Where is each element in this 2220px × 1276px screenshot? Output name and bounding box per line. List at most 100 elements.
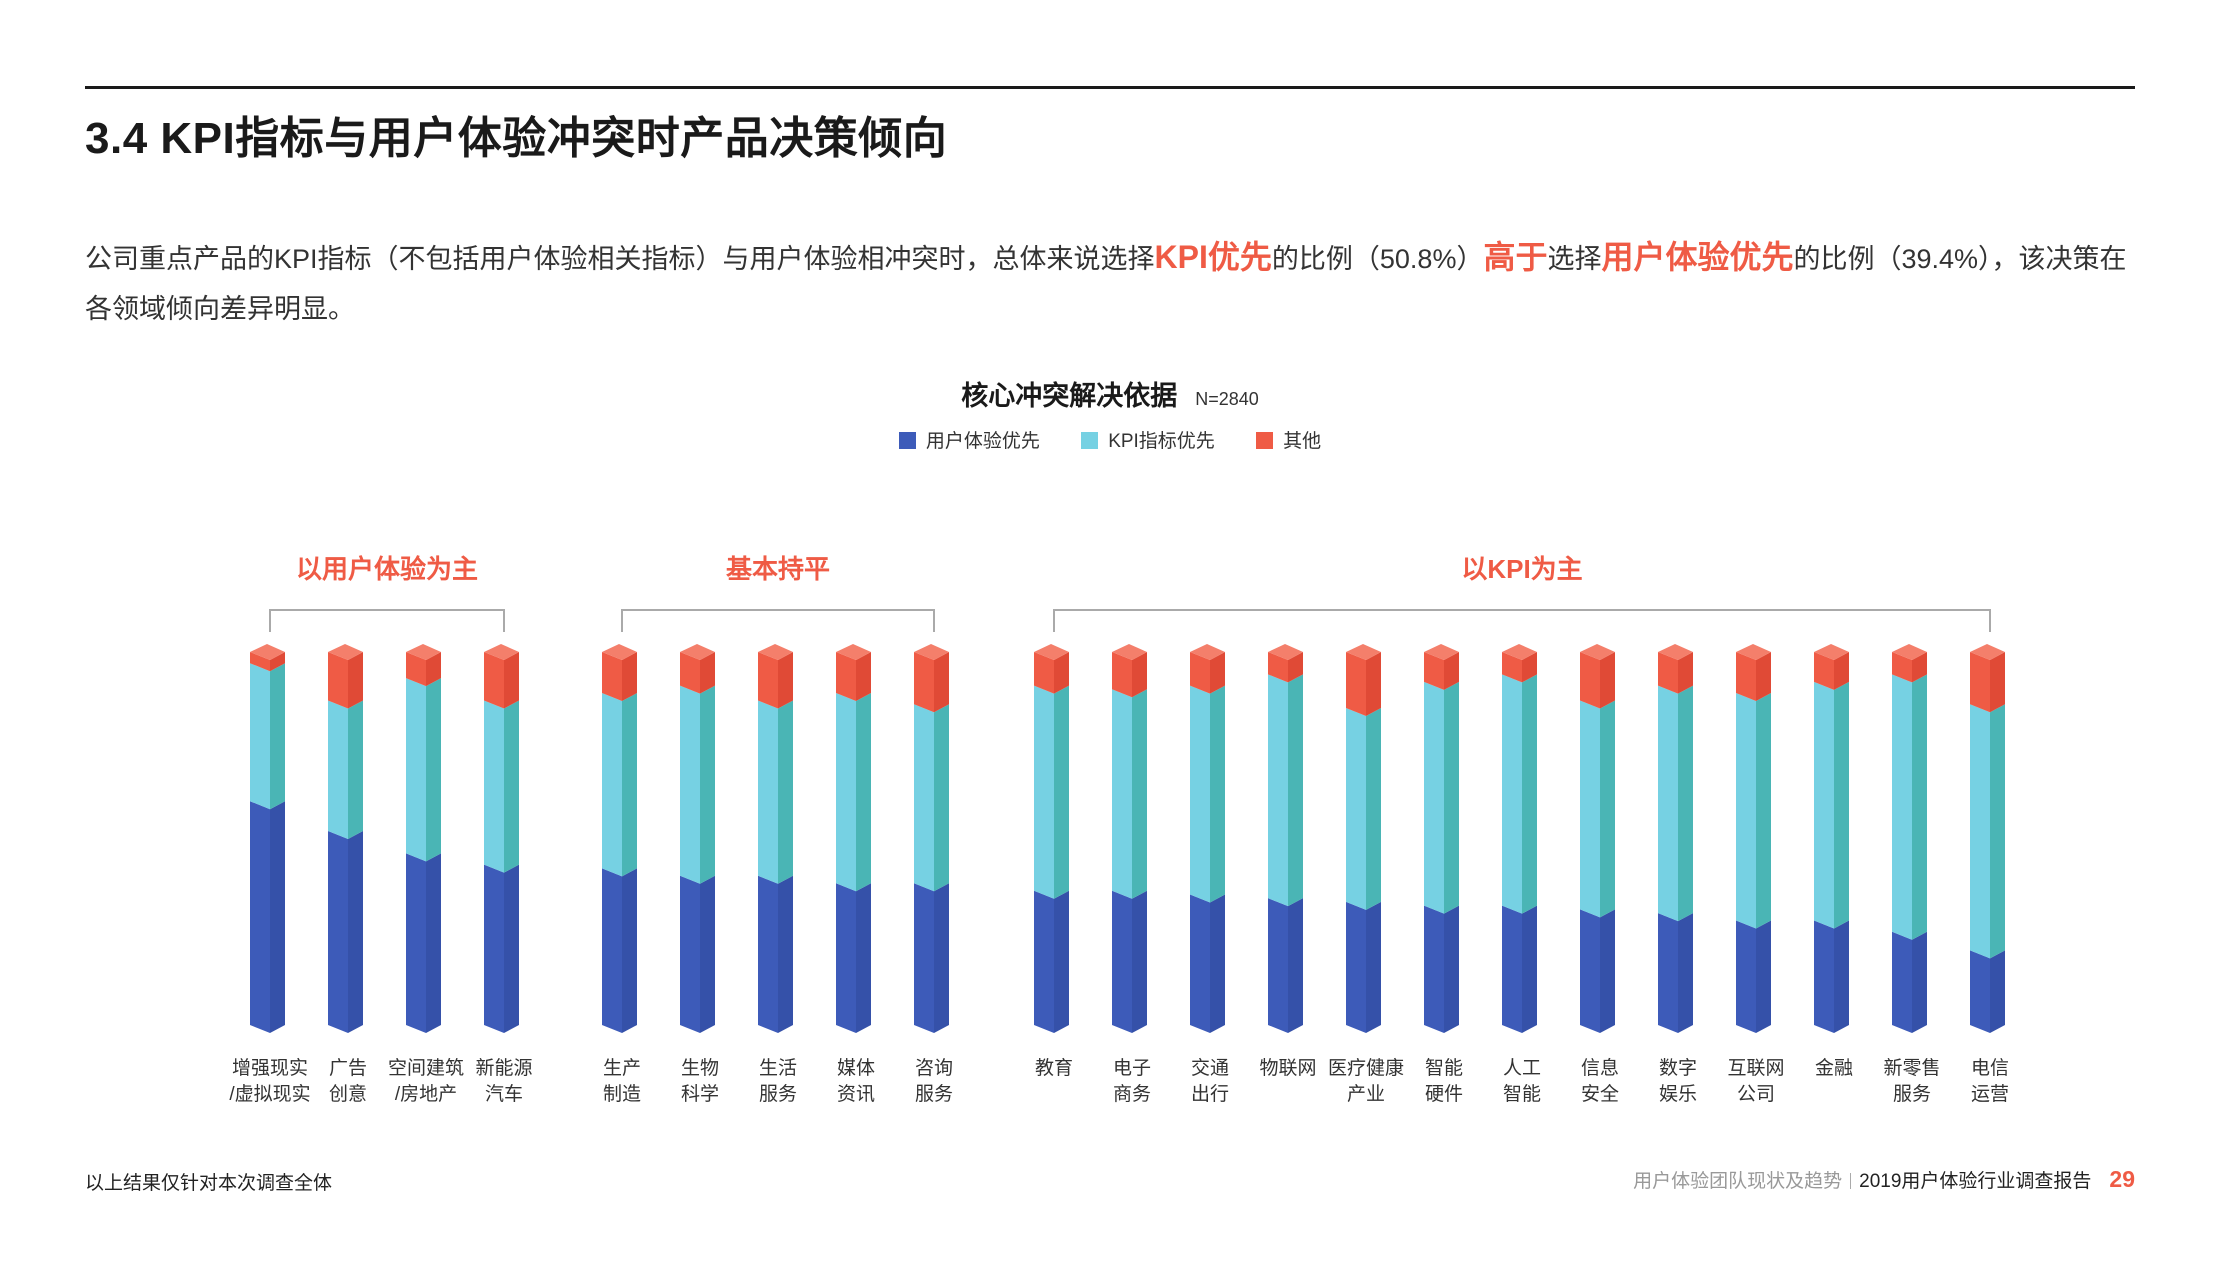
bar-segment-side-kpi — [1756, 693, 1771, 929]
legend-item-ux: 用户体验优先 — [898, 426, 1040, 453]
bar-segment-side-other — [934, 652, 949, 713]
group-bracket-3 — [1053, 609, 1991, 632]
bar-segment-side-other — [1132, 652, 1147, 698]
intro-text-1: 公司重点产品的KPI指标（不包括用户体验相关指标）与用户体验相冲突时，总体来说选… — [85, 244, 1155, 274]
sample-size: N=2840 — [1195, 389, 1259, 409]
bar-segment-side-kpi — [348, 700, 363, 840]
bar-segment-side-other — [1678, 652, 1693, 694]
category-label: 人工 — [1503, 1057, 1541, 1079]
bar-segment-kpi — [914, 704, 934, 892]
bar-segment-ux — [1580, 909, 1600, 1033]
bar-segment-side-kpi — [622, 693, 637, 877]
bar-top-cap — [1814, 644, 1849, 660]
bar-segment-side-ux — [1366, 901, 1381, 1033]
page-number: 29 — [2109, 1166, 2135, 1192]
category-label: 创意 — [329, 1083, 367, 1105]
bar-stack — [1034, 644, 1069, 1033]
bar-stack — [758, 644, 793, 1033]
bar-segment-other — [1112, 652, 1132, 698]
bar-stack — [1502, 644, 1537, 1033]
category-label: 广告 — [329, 1057, 367, 1079]
bar-segment-ux — [1190, 894, 1210, 1033]
bar-segment-other — [1502, 652, 1522, 683]
footer-report-title: 2019用户体验行业调查报告 — [1859, 1171, 2092, 1192]
bar-segment-side-other — [778, 652, 793, 709]
bar-segment-kpi — [1658, 685, 1678, 922]
bar-segment-side-kpi — [504, 700, 519, 873]
bar-top-cap — [680, 644, 715, 660]
bar-segment-side-other — [1600, 652, 1615, 709]
bar-top-cap — [1346, 644, 1381, 660]
category-label: 服务 — [1893, 1083, 1931, 1105]
bar-segment-kpi — [1268, 674, 1288, 907]
bar-segment-other — [328, 652, 348, 709]
page-title: 3.4 KPI指标与用户体验冲突时产品决策倾向 — [85, 114, 948, 163]
bar-segment-side-kpi — [426, 678, 441, 862]
legend-item-kpi: KPI指标优先 — [1081, 426, 1215, 453]
bar-segment-other — [484, 652, 504, 709]
bar-segment-kpi — [1892, 674, 1912, 940]
bar-stack — [1658, 644, 1693, 1033]
bar-segment-side-ux — [1288, 898, 1303, 1033]
bar-segment-side-kpi — [1210, 685, 1225, 903]
bar-segment-side-kpi — [1054, 685, 1069, 899]
bar-segment-ux — [1346, 901, 1366, 1033]
bar-top-cap — [1580, 644, 1615, 660]
bar-segment-side-ux — [934, 883, 949, 1033]
bar-segment-side-other — [504, 652, 519, 709]
bar-segment-ux — [1034, 890, 1054, 1033]
bar-segment-side-other — [1366, 652, 1381, 716]
bar-stack — [602, 644, 637, 1033]
intro-paragraph: 公司重点产品的KPI指标（不包括用户体验相关指标）与用户体验相冲突时，总体来说选… — [85, 232, 2145, 334]
group-bracket-2 — [621, 609, 935, 632]
bar-segment-side-ux — [1678, 913, 1693, 1033]
intro-text-3: 选择 — [1547, 244, 1602, 274]
bar-segment-other — [602, 652, 622, 702]
bar-stack — [328, 644, 363, 1033]
bar-segment-side-kpi — [1600, 700, 1615, 918]
category-label: 交通 — [1191, 1057, 1229, 1079]
legend-label-kpi: KPI指标优先 — [1108, 431, 1215, 452]
bar-segment-side-ux — [1444, 905, 1459, 1033]
category-label: 服务 — [915, 1083, 953, 1105]
bar-segment-side-ux — [1756, 920, 1771, 1033]
bar-segment-ux — [1736, 920, 1756, 1033]
footer-divider — [1850, 1173, 1852, 1189]
intro-highlight-higher: 高于 — [1483, 239, 1548, 275]
group-label-1: 以用户体验为主 — [296, 554, 478, 584]
category-label: 制造 — [603, 1083, 641, 1105]
bar-stack — [1814, 644, 1849, 1033]
bar-segment-side-ux — [1210, 894, 1225, 1033]
category-label: 服务 — [759, 1083, 797, 1105]
bar-top-cap — [1268, 644, 1303, 660]
bar-segment-side-ux — [1600, 909, 1615, 1033]
bar-segment-side-ux — [778, 875, 793, 1033]
category-label: 娱乐 — [1659, 1083, 1697, 1105]
bar-stack — [836, 644, 871, 1033]
bar-segment-other — [1970, 652, 1990, 713]
category-label: /虚拟现实 — [229, 1083, 310, 1105]
bar-segment-kpi — [1970, 704, 1990, 959]
bar-top-cap — [1892, 644, 1927, 660]
bar-segment-side-ux — [856, 883, 871, 1033]
group-label-2: 基本持平 — [726, 554, 830, 584]
category-label: 科学 — [681, 1083, 719, 1105]
bar-segment-side-kpi — [1678, 685, 1693, 922]
bar-segment-ux — [1970, 950, 1990, 1033]
bar-segment-other — [250, 652, 270, 672]
category-label: 安全 — [1581, 1083, 1619, 1105]
bar-segment-ux — [484, 864, 504, 1033]
category-label: 新零售 — [1883, 1057, 1940, 1079]
bar-segment-side-other — [1756, 652, 1771, 702]
category-label: 物联网 — [1259, 1057, 1316, 1079]
bar-segment-kpi — [1034, 685, 1054, 899]
bar-segment-side-other — [1054, 652, 1069, 694]
stacked-bar-chart: 以用户体验为主 基本持平 以KPI为主增强现实/虚拟现实广告创意空间建筑/房地产新能… — [229, 554, 2009, 1105]
category-label: 资讯 — [837, 1083, 875, 1105]
bar-segment-side-ux — [504, 864, 519, 1033]
category-label: 商务 — [1113, 1083, 1151, 1105]
category-label: /房地产 — [395, 1083, 457, 1105]
bar-segment-side-kpi — [1366, 707, 1381, 910]
group-label-3: 以KPI为主 — [1461, 554, 1582, 584]
bar-segment-ux — [328, 831, 348, 1033]
